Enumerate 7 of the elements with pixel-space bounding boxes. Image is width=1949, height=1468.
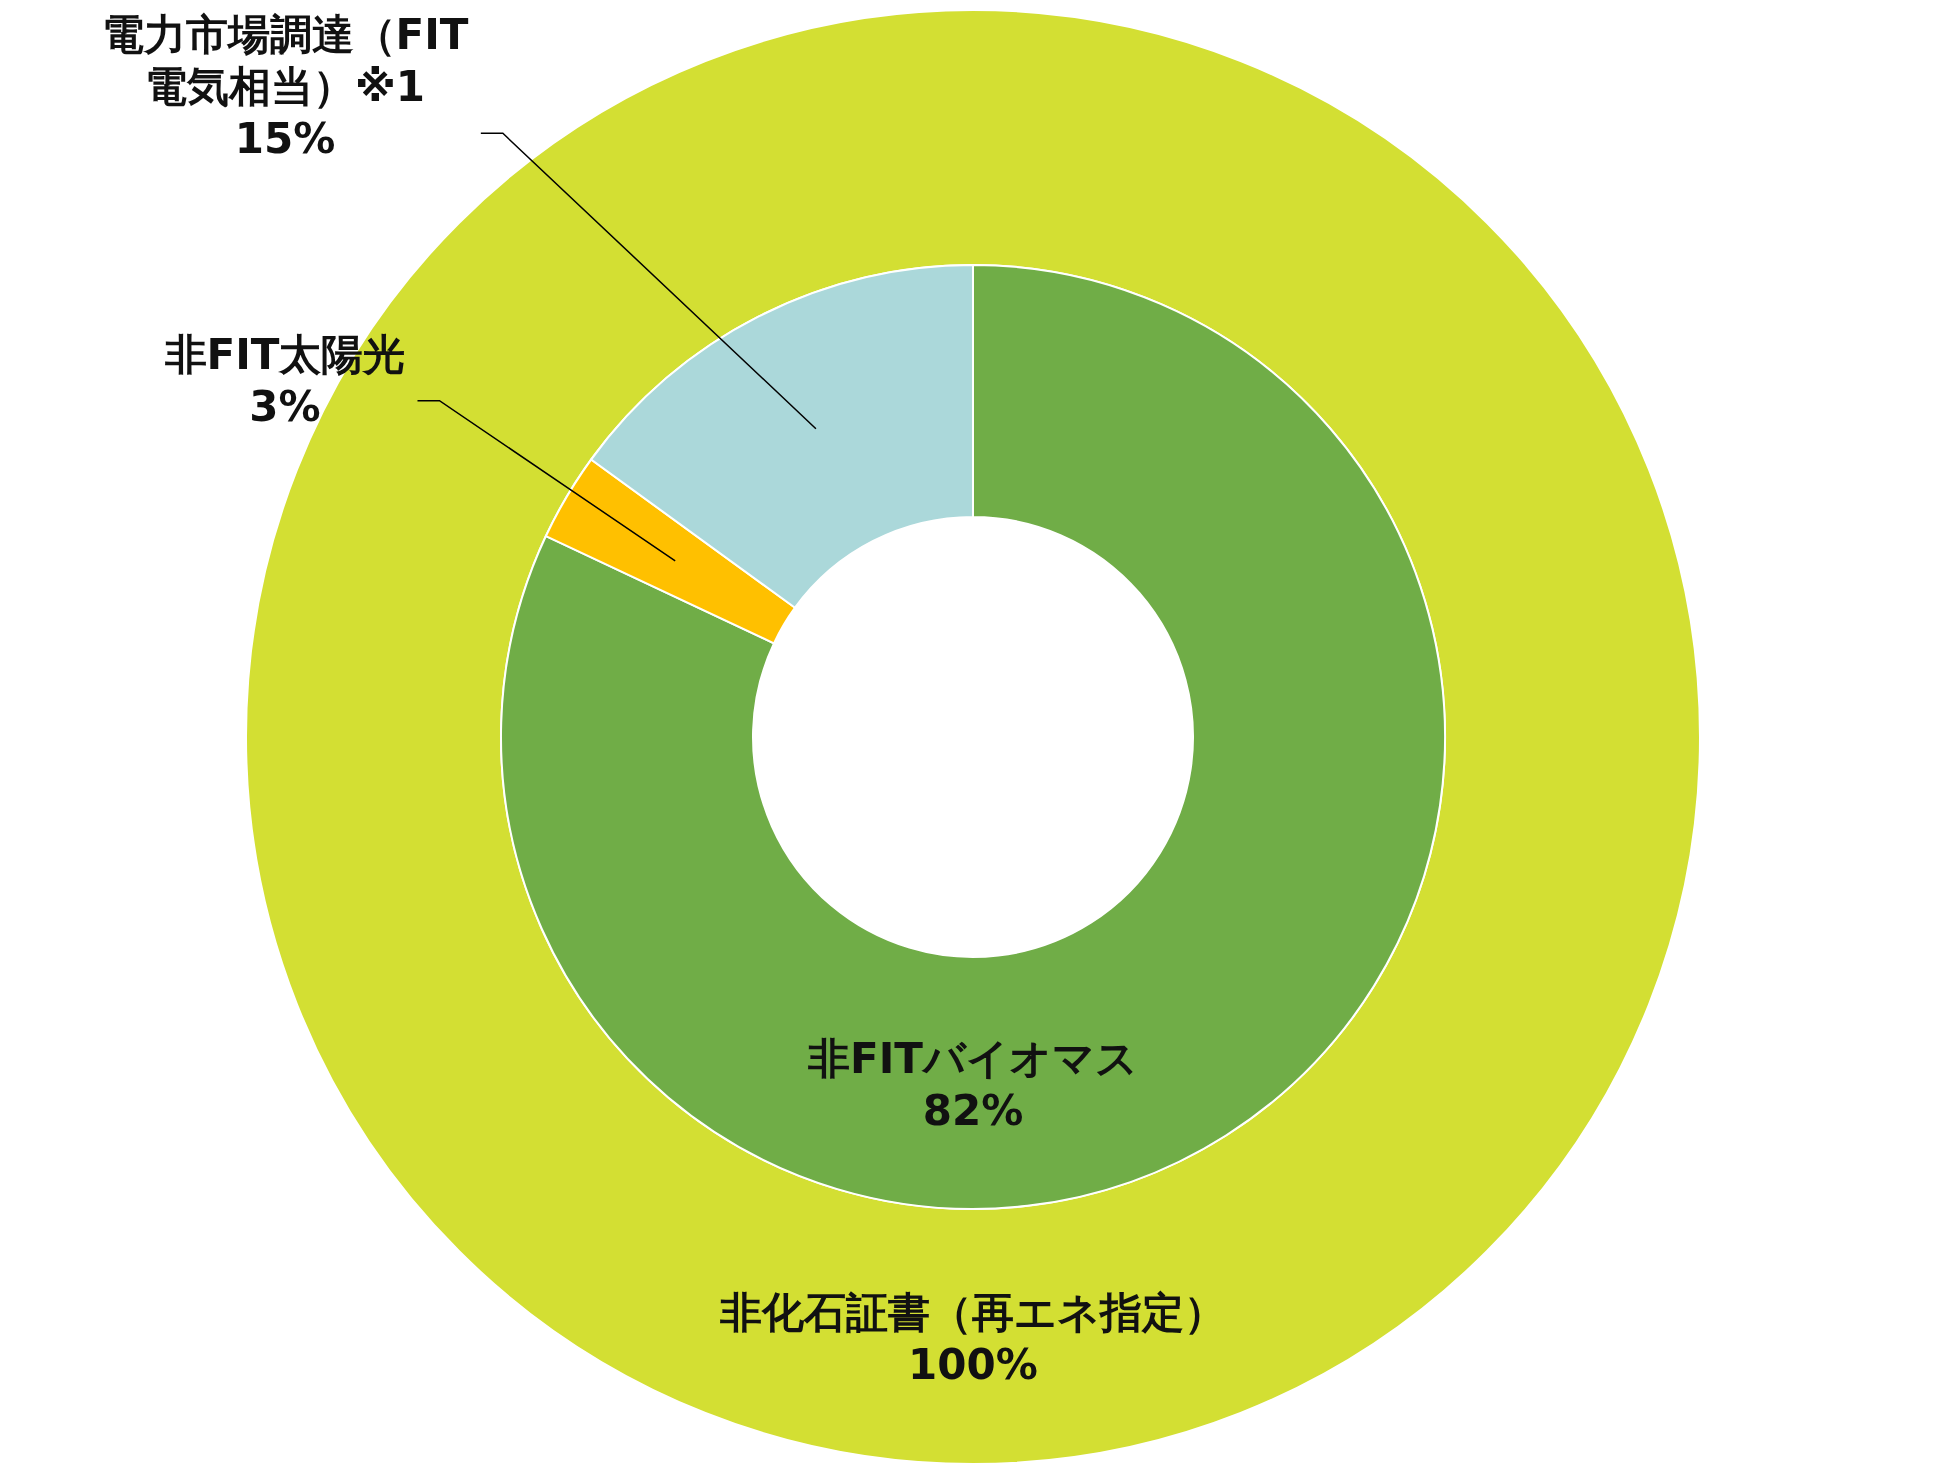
data-label: 82% xyxy=(922,1086,1024,1135)
data-label: 100% xyxy=(908,1339,1038,1389)
data-label: 15% xyxy=(234,114,336,164)
data-label: 3% xyxy=(249,381,321,431)
slice-label: 電力市場調達（FIT電気相当）※1 xyxy=(101,10,469,112)
slice-label: 非化石証書（再エネ指定） xyxy=(719,1287,1226,1337)
slice-label: 非FITバイオマス xyxy=(807,1034,1138,1083)
